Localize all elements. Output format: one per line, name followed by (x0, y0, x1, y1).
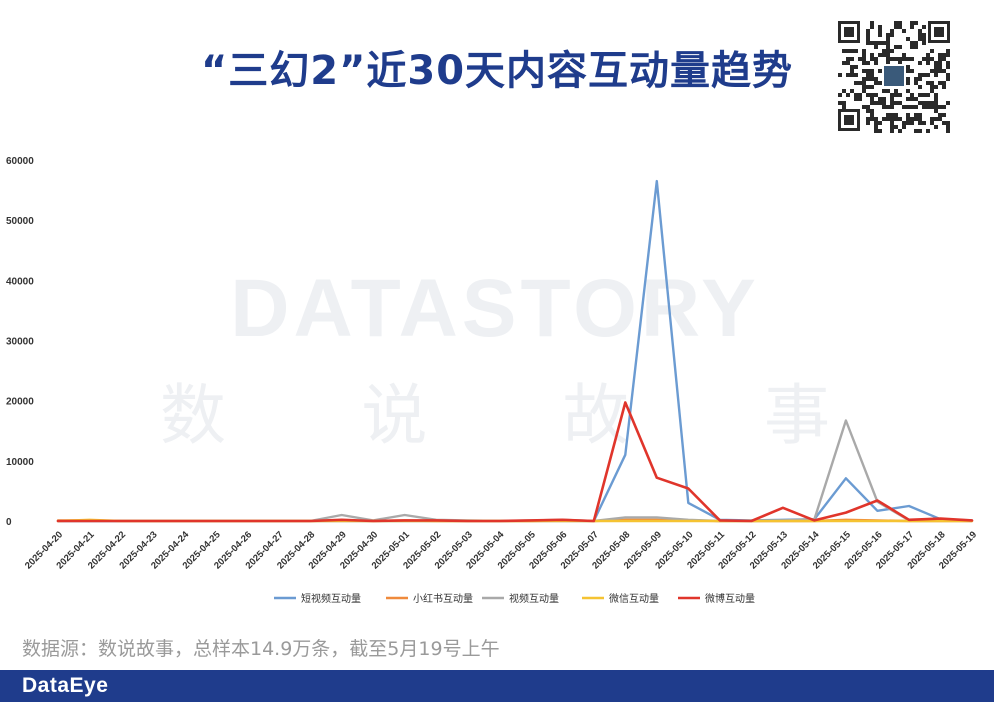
footer-bar: DataEye (0, 670, 994, 702)
legend-label: 微信互动量 (609, 592, 659, 605)
y-tick-label: 20000 (6, 397, 34, 408)
y-tick-label: 50000 (6, 216, 34, 227)
y-tick-label: 30000 (6, 337, 34, 348)
series-line (56, 179, 974, 523)
source-note: 数据源：数说故事，总样本14.9万条，截至5月19号上午 (22, 638, 500, 660)
brand-logo: DataEye (22, 674, 109, 697)
legend-label: 微博互动量 (705, 592, 755, 605)
legend-label: 视频互动量 (509, 592, 559, 605)
y-tick-label: 40000 (6, 276, 34, 287)
legend-label: 短视频互动量 (301, 592, 361, 605)
series-line (56, 401, 974, 523)
y-tick-label: 0 (6, 517, 12, 528)
y-tick-label: 10000 (6, 457, 34, 468)
line-chart: 01000020000300004000050000600002025-04-2… (6, 156, 979, 605)
legend-label: 小红书互动量 (413, 592, 473, 605)
y-tick-label: 60000 (6, 156, 34, 167)
qr-code (836, 19, 952, 133)
series-line (56, 419, 974, 523)
chart-title: “三幻2”近30天内容互动量趋势 (200, 48, 794, 94)
